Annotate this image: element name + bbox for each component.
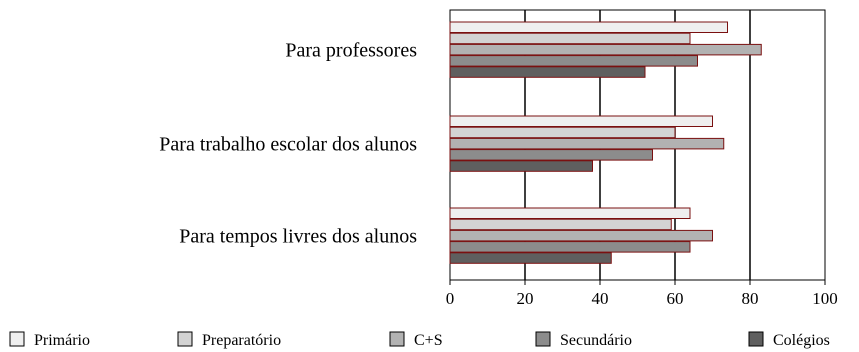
category-label: Para tempos livres dos alunos — [179, 226, 417, 248]
bar — [449, 149, 653, 161]
legend-swatch — [389, 331, 405, 347]
legend-swatch — [748, 331, 764, 347]
legend-swatch — [9, 331, 25, 347]
x-tick-label: 40 — [592, 289, 609, 308]
legend-label: Preparatório — [202, 332, 281, 349]
category-label: Para professores — [285, 40, 417, 62]
legend: Primário Preparatório C+S Secundário Colégio… — [9, 331, 830, 349]
category-labels: Para professores Para trabalho escolar do… — [159, 40, 417, 248]
x-tick-label: 100 — [812, 289, 838, 308]
legend-swatch — [535, 331, 551, 347]
bar — [449, 21, 728, 33]
bar — [449, 66, 646, 78]
legend-label: Secundário — [560, 332, 632, 349]
bar — [449, 126, 676, 139]
bar — [449, 207, 691, 219]
x-tick-label: 20 — [517, 289, 534, 308]
bar — [449, 229, 713, 242]
bar — [449, 43, 762, 56]
x-tick-label: 80 — [742, 289, 759, 308]
legend-label: Primário — [34, 332, 90, 349]
bar — [449, 32, 691, 45]
bar — [449, 218, 672, 231]
bar — [449, 137, 725, 150]
legend-label: Colégios — [773, 332, 830, 349]
category-label: Para trabalho escolar dos alunos — [159, 134, 417, 156]
bar — [449, 115, 713, 127]
bars — [449, 21, 762, 264]
legend-swatch — [177, 331, 193, 347]
bar — [449, 241, 691, 253]
legend-label: C+S — [414, 332, 443, 349]
bar — [449, 55, 698, 67]
bar — [449, 252, 612, 264]
bar — [449, 160, 593, 172]
x-tick-label: 60 — [667, 289, 684, 308]
x-axis-ticks: 0 20 40 60 80 100 — [446, 280, 838, 308]
x-tick-label: 0 — [446, 289, 455, 308]
